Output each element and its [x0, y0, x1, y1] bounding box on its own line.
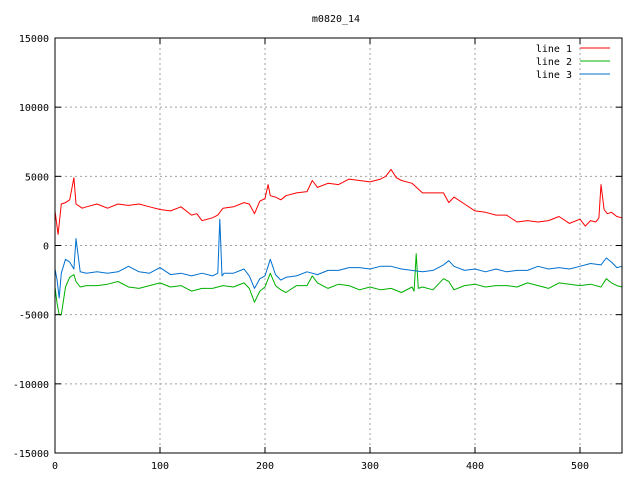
- y-tick-label: 10000: [19, 103, 49, 114]
- x-tick-label: 500: [571, 461, 589, 472]
- x-tick-label: 400: [466, 461, 484, 472]
- x-tick-label: 100: [151, 461, 169, 472]
- grid: [55, 38, 622, 453]
- legend: line 1 line 2 line 3: [536, 44, 610, 81]
- series-lines: [54, 168, 623, 316]
- y-tick-label: -15000: [13, 449, 49, 460]
- series-line-2: [54, 253, 623, 316]
- y-tick-label: 5000: [25, 172, 49, 183]
- x-tick-label: 300: [361, 461, 379, 472]
- y-tick-label: -10000: [13, 380, 49, 391]
- tick-marks: [54, 37, 622, 454]
- chart-title: m0820_14: [312, 14, 360, 25]
- legend-label: line 3: [536, 70, 572, 81]
- series-line-3: [54, 218, 623, 299]
- series-line-1: [54, 168, 623, 235]
- y-tick-label: -5000: [19, 311, 49, 322]
- y-tick-label: 15000: [19, 34, 49, 45]
- legend-label: line 1: [536, 44, 572, 55]
- x-tick-label: 0: [52, 461, 58, 472]
- x-tick-labels: 0 100 200 300 400 500: [52, 461, 589, 472]
- legend-label: line 2: [536, 57, 572, 68]
- y-tick-labels: 15000 10000 5000 0 -5000 -10000 -15000: [13, 34, 49, 460]
- x-tick-label: 200: [256, 461, 274, 472]
- y-tick-label: 0: [43, 242, 49, 253]
